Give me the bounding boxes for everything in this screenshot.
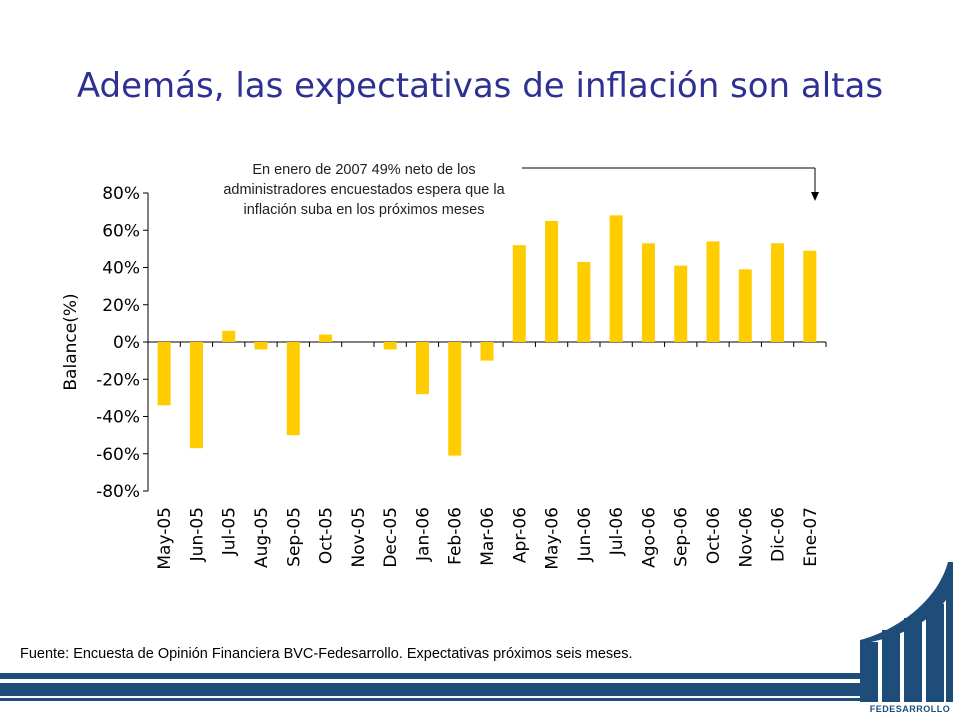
y-tick-label: 0%: [113, 333, 140, 353]
x-tick-label: Mar-06: [478, 507, 498, 566]
footer-stripe-middle: [0, 683, 860, 696]
annotation-arrow-head: [811, 192, 819, 201]
x-tick-label: Jul-05: [220, 507, 240, 556]
y-axis-label: Balance(%): [61, 293, 81, 390]
x-tick-label: Nov-06: [736, 507, 756, 568]
logo-text: FEDESARROLLO: [869, 704, 951, 714]
x-tick-label: May-05: [155, 507, 175, 570]
x-tick-label: Aug-05: [252, 507, 272, 568]
bar: [383, 342, 397, 350]
x-tick-label: Ago-06: [639, 507, 659, 568]
y-tick-label: -80%: [96, 482, 140, 502]
footer-stripe-bottom: [0, 698, 860, 701]
x-tick-label: Sep-06: [672, 507, 692, 567]
bar: [448, 342, 462, 456]
x-tick-label: Jan-06: [413, 507, 433, 562]
bar-chart: 80% 60% 40% 20% 0% -20% -40% -60% -80% Balance(%)…: [61, 167, 827, 570]
x-tick-label: Jul-06: [607, 507, 627, 556]
x-tick-label: Oct-05: [317, 507, 337, 564]
x-tick-label: Jun-05: [187, 507, 207, 562]
bar: [480, 342, 494, 361]
bar: [254, 342, 268, 350]
source-note: Fuente: Encuesta de Opinión Financiera B…: [20, 646, 633, 662]
bar: [157, 342, 171, 406]
x-tick-label: Nov-05: [349, 507, 369, 568]
y-tick-label: 40%: [102, 259, 140, 279]
slide-title: Además, las expectativas de inflación so…: [76, 66, 884, 106]
x-tick-label: Sep-05: [284, 507, 304, 567]
x-tick-label: Oct-06: [704, 507, 724, 564]
bar: [415, 342, 429, 395]
bar: [641, 243, 655, 342]
chart-annotation: En enero de 2007 49% neto de los adminis…: [223, 162, 505, 218]
bar: [706, 241, 720, 342]
bar: [674, 265, 688, 342]
x-tick-label: Dic-06: [769, 507, 789, 562]
bar: [222, 330, 236, 342]
x-tick-label: Jun-06: [575, 507, 595, 562]
footer-stripe-top: [0, 673, 860, 679]
bar: [319, 334, 333, 342]
y-tick-label: -20%: [96, 370, 140, 390]
bar: [512, 245, 526, 342]
bar: [771, 243, 785, 342]
bar: [189, 342, 203, 449]
fedesarrollo-logo-icon: [860, 562, 953, 702]
bar: [577, 261, 591, 342]
bar: [738, 269, 752, 342]
y-tick-label: 60%: [102, 221, 140, 241]
x-tick-label: Feb-06: [446, 507, 466, 565]
bar: [286, 342, 300, 436]
x-tick-label: May-06: [543, 507, 563, 570]
x-tick-label: Dec-05: [381, 507, 401, 568]
y-tick-label: 80%: [102, 184, 140, 204]
y-tick-label: -60%: [96, 445, 140, 465]
bar: [545, 220, 559, 342]
bar: [609, 215, 623, 342]
bar: [803, 250, 817, 342]
x-tick-label: Ene-07: [801, 507, 821, 567]
y-tick-label: 20%: [102, 296, 140, 316]
y-tick-label: -40%: [96, 408, 140, 428]
x-tick-label: Apr-06: [510, 507, 530, 563]
